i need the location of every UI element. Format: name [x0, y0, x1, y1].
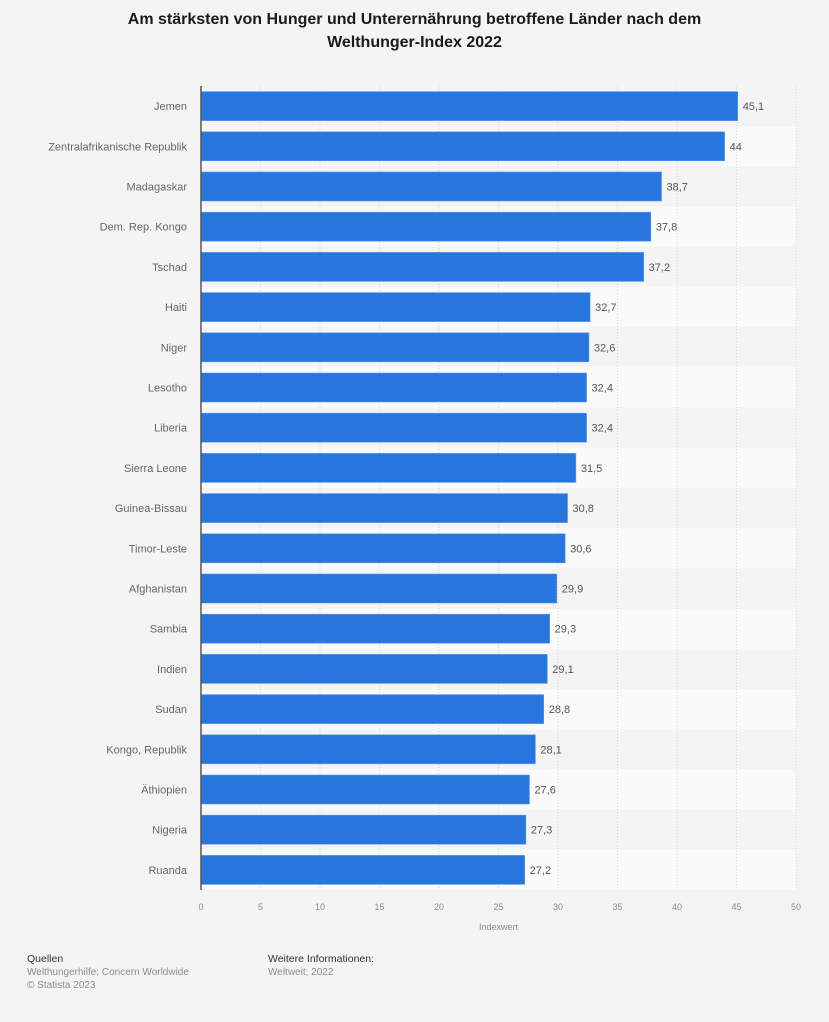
bar[interactable]: [200, 171, 662, 202]
category-label: Afghanistan: [129, 584, 187, 596]
bar[interactable]: [200, 694, 545, 724]
category-label: Sudan: [155, 704, 187, 716]
info-block: Weitere Informationen: Weltweit; 2022: [268, 953, 374, 979]
sources-block: Quellen Welthungerhilfe; Concern Worldwi…: [27, 953, 189, 992]
bar[interactable]: [200, 573, 558, 604]
x-axis-label: Indexwert: [479, 922, 519, 932]
category-label: Äthiopien: [141, 785, 187, 797]
value-label: 38,7: [667, 182, 688, 194]
bar[interactable]: [200, 533, 566, 564]
x-tick-label: 0: [198, 902, 203, 912]
info-text: Weltweit; 2022: [268, 967, 334, 978]
x-tick-label: 35: [612, 902, 622, 912]
value-label: 28,1: [540, 744, 561, 756]
category-label: Madagaskar: [126, 182, 187, 194]
category-label: Liberia: [154, 423, 188, 435]
category-label: Guinea-Bissau: [115, 503, 187, 515]
value-label: 37,8: [656, 222, 677, 234]
bar[interactable]: [200, 613, 550, 644]
value-label: 29,1: [552, 664, 573, 676]
bar[interactable]: [200, 252, 644, 282]
value-label: 32,6: [594, 342, 615, 354]
x-tick-label: 5: [258, 902, 263, 912]
value-label: 30,6: [570, 543, 591, 555]
category-label: Sierra Leone: [124, 463, 187, 475]
category-label: Ruanda: [148, 865, 187, 877]
chart-title-line-2: Welthunger-Index 2022: [327, 34, 502, 51]
category-label: Kongo, Republik: [106, 744, 187, 756]
value-label: 30,8: [573, 503, 594, 515]
category-label: Sambia: [150, 624, 188, 636]
x-tick-label: 45: [731, 902, 741, 912]
bar[interactable]: [200, 493, 568, 523]
bar[interactable]: [200, 412, 587, 443]
category-label: Tschad: [152, 262, 187, 274]
value-label: 27,2: [530, 865, 551, 877]
bar[interactable]: [200, 332, 590, 363]
chart-title-line-1: Am stärksten von Hunger und Unterernähru…: [127, 11, 702, 28]
value-label: 29,9: [562, 584, 583, 596]
sources-heading: Quellen: [27, 953, 64, 965]
category-label: Lesotho: [148, 383, 187, 395]
bar[interactable]: [200, 734, 536, 765]
value-label: 27,6: [534, 785, 555, 797]
info-heading: Weitere Informationen:: [268, 953, 375, 965]
category-label: Niger: [161, 342, 188, 354]
value-label: 31,5: [581, 463, 602, 475]
value-label: 45,1: [743, 101, 764, 113]
value-label: 28,8: [549, 704, 570, 716]
x-tick-label: 15: [374, 902, 384, 912]
category-label: Indien: [157, 664, 187, 676]
category-label: Zentralafrikanische Republik: [48, 141, 187, 153]
category-label: Dem. Rep. Kongo: [100, 222, 187, 234]
value-label: 29,3: [555, 624, 576, 636]
bar[interactable]: [200, 654, 548, 684]
value-label: 44: [730, 141, 742, 153]
category-label: Haiti: [165, 302, 187, 314]
bar[interactable]: [200, 131, 725, 162]
category-label: Timor-Leste: [129, 543, 187, 555]
chart-title: Am stärksten von Hunger und Unterernähru…: [60, 8, 769, 54]
bar[interactable]: [200, 814, 527, 845]
category-labels: Jemen Zentralafrikanische Republik Madagas…: [48, 101, 188, 877]
category-label: Nigeria: [152, 825, 188, 837]
x-tick-label: 10: [315, 902, 325, 912]
bar[interactable]: [200, 453, 577, 483]
bar[interactable]: [200, 91, 738, 121]
bars: [200, 91, 738, 885]
x-tick-label: 20: [434, 902, 444, 912]
x-tick-labels: 0 5 10 15 20 25 30 35 40 45 50: [198, 902, 801, 912]
x-tick-label: 50: [791, 902, 801, 912]
value-label: 37,2: [649, 262, 670, 274]
bar[interactable]: [200, 855, 525, 885]
value-label: 32,4: [592, 383, 613, 395]
x-tick-label: 25: [493, 902, 503, 912]
category-label: Jemen: [154, 101, 187, 113]
bar[interactable]: [200, 372, 587, 403]
bar[interactable]: [200, 292, 591, 322]
bar-chart: 45,1 44 38,7 37,8 37,2 32,7 32,6 32,4 32,4 31,5 30…: [48, 86, 801, 932]
value-label: 27,3: [531, 825, 552, 837]
bar[interactable]: [200, 211, 652, 242]
value-labels: 45,1 44 38,7 37,8 37,2 32,7 32,6 32,4 32,4 31,5 30…: [530, 101, 764, 877]
copyright-text: © Statista 2023: [27, 980, 96, 991]
bar[interactable]: [200, 774, 530, 805]
value-label: 32,4: [592, 423, 613, 435]
value-label: 32,7: [595, 302, 616, 314]
x-tick-label: 40: [672, 902, 682, 912]
x-tick-label: 30: [553, 902, 563, 912]
sources-text[interactable]: Welthungerhilfe; Concern Worldwide: [27, 967, 189, 978]
